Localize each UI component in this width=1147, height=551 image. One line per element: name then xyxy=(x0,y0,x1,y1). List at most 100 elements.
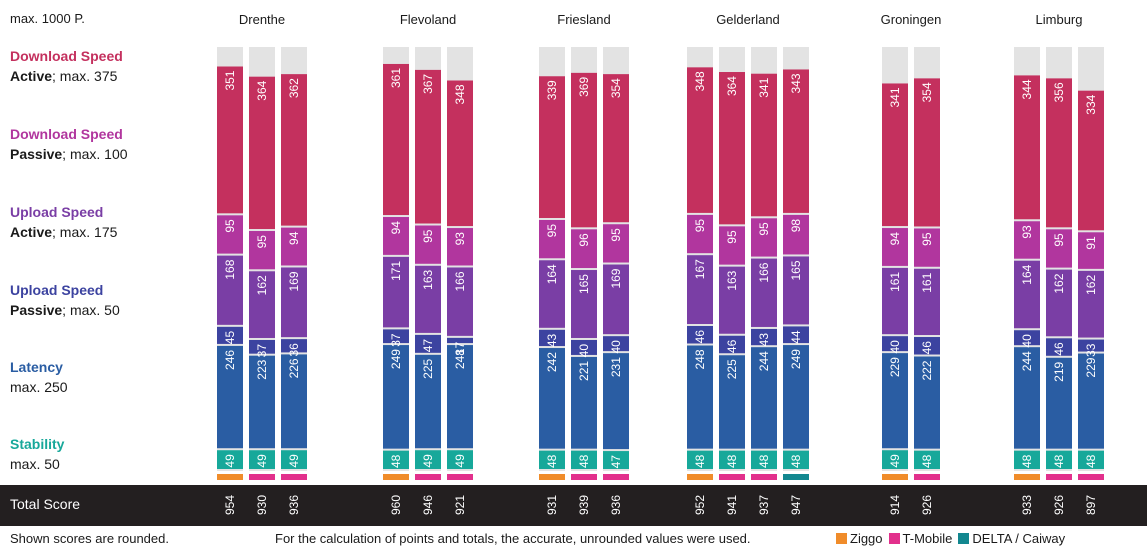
region-label: Groningen xyxy=(881,12,942,27)
bar-segment-latency xyxy=(751,347,777,449)
segment-value-label: 367 xyxy=(421,74,435,94)
bar-segment-latency xyxy=(603,353,629,450)
operator-strip xyxy=(882,474,908,480)
bar-segment-stability xyxy=(603,451,629,469)
operator-strip xyxy=(603,474,629,480)
bar-segment-stability xyxy=(571,450,597,469)
segment-value-label: 364 xyxy=(255,80,269,100)
segment-value-label: 36 xyxy=(287,343,301,357)
segment-value-label: 246 xyxy=(223,350,237,370)
segment-value-label: 356 xyxy=(1052,82,1066,102)
bar-segment-upload_active xyxy=(539,260,565,328)
operator-strip xyxy=(571,474,597,480)
bar-segment-download_passive xyxy=(603,224,629,263)
operator-strip xyxy=(1078,474,1104,480)
segment-value-label: 37 xyxy=(255,344,269,358)
bar-segment-latency xyxy=(687,345,713,449)
segment-value-label: 49 xyxy=(453,454,467,468)
segment-value-label: 40 xyxy=(577,344,591,358)
bar-segment-upload_active xyxy=(1046,269,1072,337)
bar-segment-upload_passive xyxy=(571,339,597,355)
segment-value-label: 163 xyxy=(421,269,435,289)
bar-segment-upload_passive xyxy=(383,329,409,344)
segment-value-label: 161 xyxy=(888,272,902,292)
bar-segment-stability xyxy=(415,450,441,469)
segment-value-label: 95 xyxy=(1052,233,1066,247)
bar-segment-download_passive xyxy=(1014,221,1040,259)
total-score-value: 960 xyxy=(389,495,403,515)
total-score-value: 926 xyxy=(920,495,934,515)
segment-value-label: 49 xyxy=(888,454,902,468)
bar-segment-latency xyxy=(571,356,597,449)
bar-segment-stability xyxy=(882,450,908,469)
segment-value-label: 44 xyxy=(789,330,803,344)
bar-segment-download_passive xyxy=(751,218,777,257)
operator-strip xyxy=(217,474,243,480)
segment-value-label: 46 xyxy=(920,341,934,355)
segment-value-label: 48 xyxy=(1020,454,1034,468)
bar-segment-download_passive xyxy=(783,214,809,255)
scale-label: max. 1000 P. xyxy=(10,11,85,26)
segment-value-label: 48 xyxy=(1084,454,1098,468)
bar-segment-upload_passive xyxy=(882,336,908,352)
bar-segment-download_active xyxy=(751,73,777,217)
segment-value-label: 244 xyxy=(1020,351,1034,371)
segment-value-label: 40 xyxy=(609,340,623,354)
segment-value-label: 225 xyxy=(421,359,435,379)
legend-label: DELTA / Caiway xyxy=(972,531,1066,546)
total-score-label: Total Score xyxy=(10,496,81,512)
segment-value-label: 43 xyxy=(545,333,559,347)
bar-segment-download_passive xyxy=(249,231,275,270)
bar-segment-stability xyxy=(1014,450,1040,469)
operator-strip xyxy=(539,474,565,480)
segment-value-label: 48 xyxy=(789,454,803,468)
segment-value-label: 93 xyxy=(1020,225,1034,239)
bar-segment-download_active xyxy=(687,67,713,213)
segment-value-label: 95 xyxy=(421,229,435,243)
total-score-value: 933 xyxy=(1020,495,1034,515)
category-title: Latency xyxy=(10,359,63,375)
calculation-note: For the calculation of points and totals… xyxy=(275,531,751,546)
total-score-value: 897 xyxy=(1084,495,1098,515)
segment-value-label: 95 xyxy=(545,224,559,238)
segment-value-label: 348 xyxy=(453,84,467,104)
operator-strip xyxy=(447,474,473,480)
bar-segment-stability xyxy=(719,450,745,469)
segment-value-label: 94 xyxy=(287,231,301,245)
segment-value-label: 222 xyxy=(920,360,934,380)
bar-segment-upload_passive xyxy=(281,339,307,353)
bar-segment-latency xyxy=(447,345,473,449)
segment-value-label: 169 xyxy=(609,268,623,288)
bar-segment-upload_active xyxy=(1014,260,1040,329)
segment-value-label: 91 xyxy=(1084,236,1098,250)
segment-value-label: 49 xyxy=(287,454,301,468)
segment-value-label: 43 xyxy=(757,333,771,347)
total-score-value: 946 xyxy=(421,495,435,515)
category-title: Stability xyxy=(10,436,65,452)
operator-strip xyxy=(415,474,441,480)
category-title: Download Speed xyxy=(10,126,123,142)
segment-value-label: 47 xyxy=(421,339,435,353)
bar-segment-upload_active xyxy=(383,256,409,328)
total-score-value: 936 xyxy=(609,495,623,515)
legend-item-ziggo: Ziggo xyxy=(836,531,883,546)
region-label: Gelderland xyxy=(716,12,780,27)
segment-value-label: 354 xyxy=(920,82,934,102)
bar-segment-latency xyxy=(281,354,307,449)
operator-strip xyxy=(383,474,409,480)
segment-value-label: 95 xyxy=(725,230,739,244)
category-download-passive: Download Speed Passive; max. 100 xyxy=(10,124,200,164)
segment-value-label: 95 xyxy=(920,232,934,246)
total-score-value: 937 xyxy=(757,495,771,515)
bar-segment-latency xyxy=(383,345,409,449)
bar-segment-latency xyxy=(1078,353,1104,449)
total-score-value: 947 xyxy=(789,495,803,515)
bar-segment-stability xyxy=(383,450,409,469)
category-max: ; max. 100 xyxy=(62,146,128,162)
segment-value-label: 229 xyxy=(1084,357,1098,377)
bar-segment-upload_passive xyxy=(603,336,629,352)
bar-segment-upload_passive xyxy=(914,337,940,355)
segment-value-label: 48 xyxy=(920,454,934,468)
bar-segment-stability xyxy=(1046,450,1072,469)
